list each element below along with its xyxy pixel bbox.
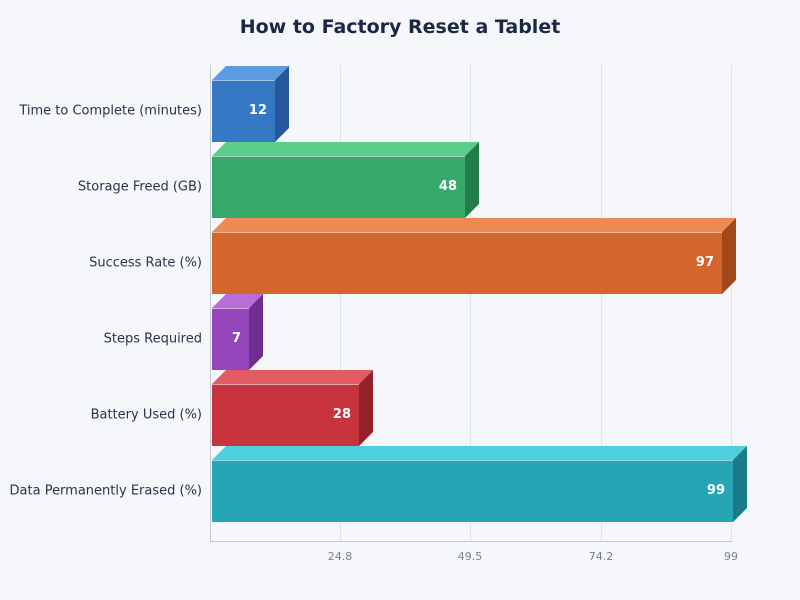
bar-side-face bbox=[722, 218, 736, 294]
bar[interactable]: 97 bbox=[212, 218, 736, 294]
bar-side-face bbox=[465, 142, 479, 218]
bar-front-face bbox=[212, 156, 465, 218]
category-label: Success Rate (%) bbox=[89, 255, 202, 271]
x-tick-label: 49.5 bbox=[457, 550, 483, 563]
bar-top-face bbox=[212, 446, 747, 460]
chart-title: How to Factory Reset a Tablet bbox=[239, 16, 561, 38]
bar-value-label: 99 bbox=[706, 483, 725, 498]
y-axis-line bbox=[210, 65, 211, 542]
bar-value-label: 12 bbox=[248, 103, 267, 118]
category-label: Storage Freed (GB) bbox=[77, 179, 202, 195]
bar-front-face bbox=[212, 308, 249, 370]
bar[interactable]: 48 bbox=[212, 142, 479, 218]
bar-top-face bbox=[212, 142, 479, 156]
bar[interactable]: 12 bbox=[212, 66, 289, 142]
bar[interactable]: 28 bbox=[212, 370, 373, 446]
category-label: Steps Required bbox=[103, 331, 202, 347]
category-label: Battery Used (%) bbox=[90, 407, 202, 423]
bar-top-face bbox=[212, 66, 289, 80]
bar-side-face bbox=[249, 294, 263, 370]
bar[interactable]: 99 bbox=[212, 446, 747, 522]
x-tick-label: 74.2 bbox=[588, 550, 614, 563]
bar-top-face bbox=[212, 370, 373, 384]
x-axis-line bbox=[210, 541, 732, 542]
bar-front-face bbox=[212, 232, 722, 294]
bar-side-face bbox=[733, 446, 747, 522]
bar-value-label: 97 bbox=[695, 255, 714, 270]
x-tick-label: 24.8 bbox=[327, 550, 353, 563]
category-label: Time to Complete (minutes) bbox=[19, 103, 202, 119]
bar-front-face bbox=[212, 80, 275, 142]
bar-top-face bbox=[212, 218, 736, 232]
bar-front-face bbox=[212, 460, 733, 522]
gridline bbox=[601, 65, 602, 541]
x-tick-label: 99 bbox=[724, 550, 738, 563]
bar-front-face bbox=[212, 384, 359, 446]
bar-side-face bbox=[275, 66, 289, 142]
bar-value-label: 48 bbox=[438, 179, 457, 194]
bar-side-face bbox=[359, 370, 373, 446]
category-label: Data Permanently Erased (%) bbox=[9, 483, 202, 499]
bar[interactable]: 7 bbox=[212, 294, 263, 370]
bar-top-face bbox=[212, 294, 263, 308]
gridline bbox=[731, 65, 732, 541]
gridline bbox=[470, 65, 471, 541]
bar-value-label: 28 bbox=[332, 407, 351, 422]
gridline bbox=[340, 65, 341, 541]
bar-value-label: 7 bbox=[231, 331, 241, 346]
